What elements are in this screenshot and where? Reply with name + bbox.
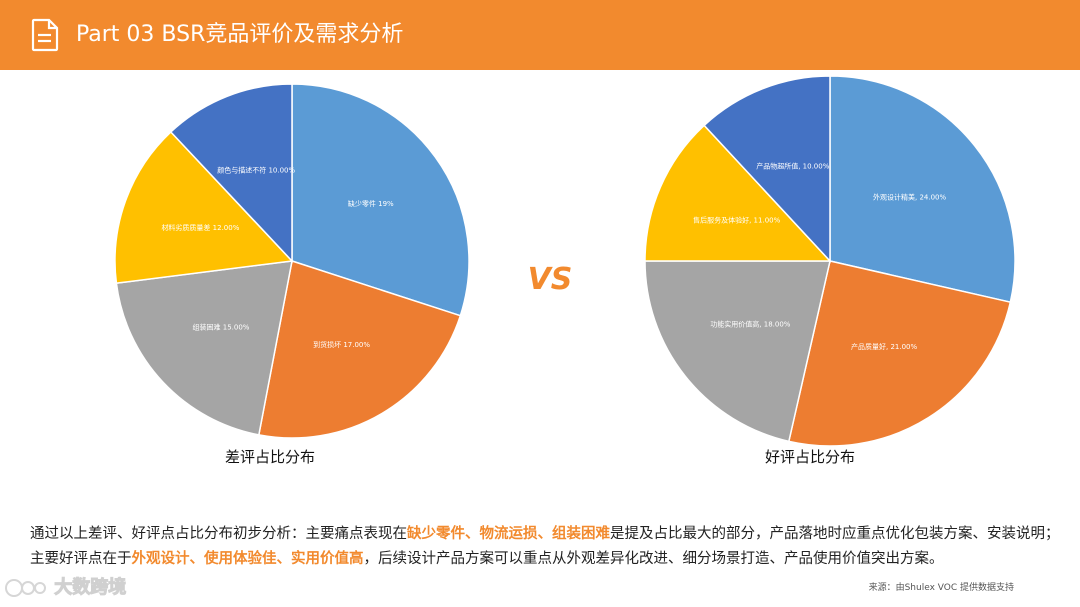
brand-watermark: 大数跨境 [4,573,127,599]
page-title: Part 03 BSR竞品评价及需求分析 [76,22,404,47]
positive-pie-slice-2 [787,260,1012,447]
summary-highlight-praise-points: 外观设计、使用体验佳、实用价值高 [131,551,364,567]
document-icon [31,18,59,52]
positive-pie-slice-3 [644,260,831,443]
negative-review-pie-svg: 缺少零件 19% 到货损坏 17.00% 组装困难 15.00% 材料劣质质量差 12… [114,83,470,439]
negative-pie-slice-2 [257,260,462,439]
positive-pie-slice-label-1: 外观设计精美, 24.00% [873,193,946,202]
watermark-text: 大数跨境 [54,577,127,599]
positive-pie-slice-label-4: 售后服务及体验好, 11.00% [693,215,780,224]
summary-text-1: 通过以上差评、好评点占比分布初步分析：主要痛点表现在 [30,526,407,542]
positive-pie-slice-4 [644,124,832,262]
positive-pie-slice-5 [703,75,831,263]
negative-pie-slice-1 [291,83,470,317]
summary-highlight-pain-points: 缺少零件、物流运损、组装困难 [407,526,610,542]
positive-pie-slice-label-5: 产品物超所值, 10.00% [756,161,829,170]
negative-review-pie-chart: 缺少零件 19% 到货损坏 17.00% 组装困难 15.00% 材料劣质质量差 12… [0,70,540,480]
negative-pie-slice-5 [169,83,293,263]
positive-pie-slice-1 [829,75,1016,304]
positive-review-pie-chart: 外观设计精美, 24.00% 产品质量好, 21.00% 功能实用价值高, 18.0… [540,70,1080,480]
positive-pie-slice-label-2: 产品质量好, 21.00% [851,342,917,351]
negative-pie-slice-label-5: 颜色与描述不符 10.00% [217,166,295,175]
negative-pie-slice-label-2: 到货损坏 17.00% [313,340,370,349]
positive-review-pie-svg: 外观设计精美, 24.00% 产品质量好, 21.00% 功能实用价值高, 18.0… [644,75,1016,447]
vs-label: VS [527,262,573,297]
negative-pie-slice-label-3: 组装困难 15.00% [193,323,250,332]
summary-text-2: 是提及占比最大的部分，产品落地时应重点优化包装方案、安装说明；主要好评点在于 [30,526,1060,567]
page-header: Part 03 BSR竞品评价及需求分析 [0,0,1080,70]
negative-review-chart-title: 差评占比分布 [224,448,315,466]
summary-text-3: ，后续设计产品方案可以重点从外观差异化改进、细分场景打造、产品使用价值突出方案。 [363,551,944,567]
negative-pie-slice-label-4: 材料劣质质量差 12.00% [161,223,239,232]
negative-pie-slice-label-1: 缺少零件 19% [348,199,394,208]
negative-pie-slice-4 [114,130,294,285]
analysis-summary: 通过以上差评、好评点占比分布初步分析：主要痛点表现在缺少零件、物流运损、组装困难… [30,522,1060,572]
negative-pie-slice-3 [115,260,293,436]
watermark-logo-icon [5,579,46,597]
data-source-note: 来源：由Shulex VOC 提供数据支持 [868,583,1014,593]
positive-review-chart-title: 好评占比分布 [764,448,855,466]
positive-pie-slice-label-3: 功能实用价值高, 18.00% [710,319,790,328]
